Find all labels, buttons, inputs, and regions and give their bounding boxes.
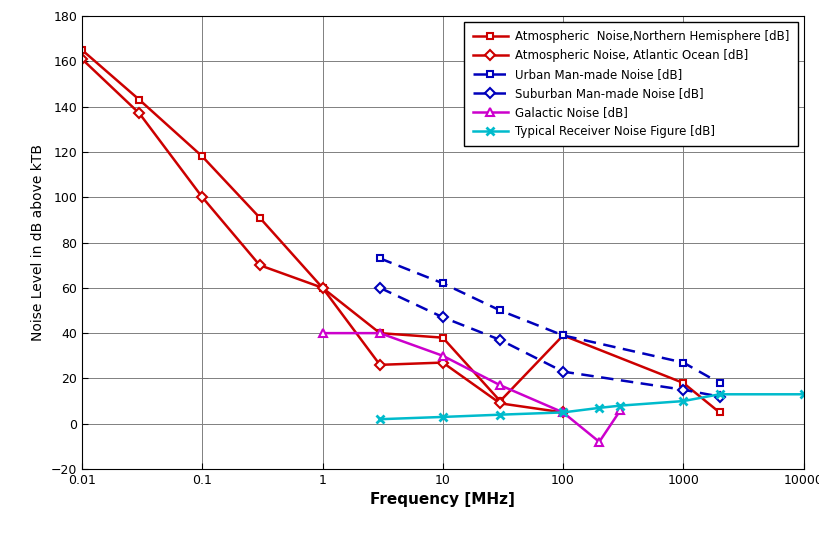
Atmospheric Noise, Atlantic Ocean [dB] bbox=[374, 361, 384, 368]
Atmospheric  Noise,Northern Hemisphere [dB] bbox=[495, 398, 505, 404]
Line: Suburban Man-made Noise [dB]: Suburban Man-made Noise [dB] bbox=[376, 284, 722, 400]
Atmospheric  Noise,Northern Hemisphere [dB] bbox=[317, 285, 327, 291]
Atmospheric Noise, Atlantic Ocean [dB] bbox=[558, 409, 568, 416]
Galactic Noise [dB] bbox=[615, 407, 625, 414]
Suburban Man-made Noise [dB] bbox=[437, 314, 447, 320]
Atmospheric  Noise,Northern Hemisphere [dB] bbox=[255, 214, 265, 221]
Atmospheric  Noise,Northern Hemisphere [dB] bbox=[77, 47, 87, 53]
Atmospheric Noise, Atlantic Ocean [dB] bbox=[134, 110, 144, 117]
Line: Galactic Noise [dB]: Galactic Noise [dB] bbox=[318, 329, 624, 446]
Galactic Noise [dB] bbox=[594, 439, 604, 445]
Typical Receiver Noise Figure [dB] bbox=[374, 416, 384, 422]
Typical Receiver Noise Figure [dB] bbox=[495, 411, 505, 418]
Suburban Man-made Noise [dB] bbox=[713, 393, 723, 400]
Galactic Noise [dB] bbox=[558, 409, 568, 416]
Y-axis label: Noise Level in dB above kTB: Noise Level in dB above kTB bbox=[31, 144, 45, 341]
Typical Receiver Noise Figure [dB] bbox=[437, 414, 447, 420]
Typical Receiver Noise Figure [dB] bbox=[558, 409, 568, 416]
Line: Urban Man-made Noise [dB]: Urban Man-made Noise [dB] bbox=[376, 255, 722, 386]
Atmospheric Noise, Atlantic Ocean [dB] bbox=[197, 194, 207, 200]
Typical Receiver Noise Figure [dB] bbox=[713, 391, 723, 398]
Urban Man-made Noise [dB] bbox=[713, 379, 723, 386]
Galactic Noise [dB] bbox=[317, 330, 327, 336]
Atmospheric Noise, Atlantic Ocean [dB] bbox=[77, 56, 87, 62]
Atmospheric  Noise,Northern Hemisphere [dB] bbox=[374, 330, 384, 336]
Line: Atmospheric  Noise,Northern Hemisphere [dB]: Atmospheric Noise,Northern Hemisphere [d… bbox=[79, 46, 722, 416]
Galactic Noise [dB] bbox=[437, 353, 447, 359]
Atmospheric Noise, Atlantic Ocean [dB] bbox=[255, 262, 265, 269]
Galactic Noise [dB] bbox=[495, 382, 505, 389]
Suburban Man-made Noise [dB] bbox=[374, 285, 384, 291]
Atmospheric  Noise,Northern Hemisphere [dB] bbox=[134, 96, 144, 103]
Typical Receiver Noise Figure [dB] bbox=[677, 398, 687, 404]
Line: Atmospheric Noise, Atlantic Ocean [dB]: Atmospheric Noise, Atlantic Ocean [dB] bbox=[79, 55, 566, 416]
Typical Receiver Noise Figure [dB] bbox=[798, 391, 808, 398]
Atmospheric  Noise,Northern Hemisphere [dB] bbox=[677, 379, 687, 386]
Galactic Noise [dB] bbox=[374, 330, 384, 336]
Urban Man-made Noise [dB] bbox=[495, 307, 505, 313]
Urban Man-made Noise [dB] bbox=[374, 255, 384, 262]
Atmospheric  Noise,Northern Hemisphere [dB] bbox=[197, 153, 207, 159]
Atmospheric  Noise,Northern Hemisphere [dB] bbox=[558, 332, 568, 338]
Typical Receiver Noise Figure [dB] bbox=[594, 405, 604, 411]
Typical Receiver Noise Figure [dB] bbox=[615, 402, 625, 409]
Atmospheric  Noise,Northern Hemisphere [dB] bbox=[437, 335, 447, 341]
Urban Man-made Noise [dB] bbox=[437, 280, 447, 287]
Line: Typical Receiver Noise Figure [dB]: Typical Receiver Noise Figure [dB] bbox=[375, 390, 807, 423]
Suburban Man-made Noise [dB] bbox=[495, 337, 505, 343]
X-axis label: Frequency [MHz]: Frequency [MHz] bbox=[370, 492, 514, 507]
Atmospheric Noise, Atlantic Ocean [dB] bbox=[495, 400, 505, 407]
Atmospheric Noise, Atlantic Ocean [dB] bbox=[317, 285, 327, 291]
Urban Man-made Noise [dB] bbox=[558, 332, 568, 338]
Legend: Atmospheric  Noise,Northern Hemisphere [dB], Atmospheric Noise, Atlantic Ocean [: Atmospheric Noise,Northern Hemisphere [d… bbox=[464, 22, 797, 146]
Atmospheric Noise, Atlantic Ocean [dB] bbox=[437, 359, 447, 366]
Atmospheric  Noise,Northern Hemisphere [dB] bbox=[713, 409, 723, 416]
Urban Man-made Noise [dB] bbox=[677, 359, 687, 366]
Suburban Man-made Noise [dB] bbox=[677, 386, 687, 393]
Suburban Man-made Noise [dB] bbox=[558, 368, 568, 375]
